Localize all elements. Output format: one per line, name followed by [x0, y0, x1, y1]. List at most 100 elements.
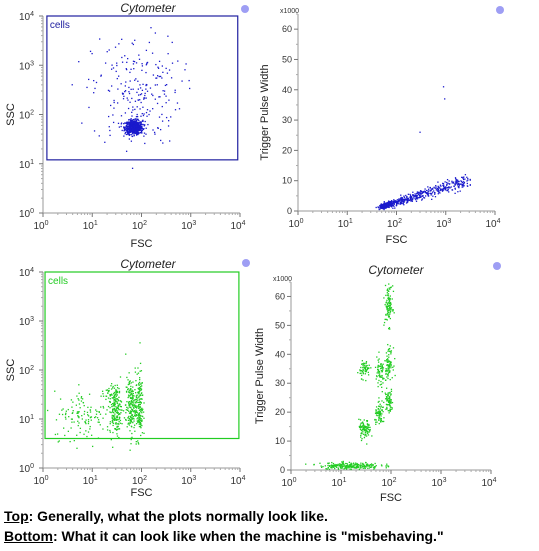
data-point: [126, 131, 129, 133]
data-point: [456, 181, 458, 183]
data-point: [362, 433, 365, 435]
data-point: [388, 404, 390, 406]
data-point: [134, 411, 137, 413]
data-point: [139, 129, 141, 131]
data-point: [378, 365, 380, 367]
data-point: [376, 356, 378, 358]
data-point: [126, 127, 128, 129]
data-point: [392, 285, 394, 287]
data-point: [464, 178, 466, 180]
data-point: [128, 129, 130, 131]
data-point: [137, 130, 139, 132]
data-point: [390, 390, 393, 392]
data-point: [135, 78, 137, 80]
data-point: [378, 351, 380, 353]
data-point: [441, 188, 444, 190]
data-point: [389, 396, 391, 398]
data-point: [385, 379, 387, 381]
data-point: [359, 464, 362, 466]
data-point: [365, 429, 368, 432]
data-point: [116, 384, 118, 386]
data-point: [127, 402, 130, 404]
data-point: [112, 67, 115, 69]
data-point: [138, 132, 140, 134]
data-point: [380, 419, 383, 422]
data-point: [127, 132, 129, 135]
data-point: [456, 179, 459, 181]
data-point: [396, 201, 398, 203]
data-point: [454, 184, 456, 186]
data-points: [71, 27, 191, 169]
data-point: [467, 177, 469, 180]
data-point: [378, 405, 380, 407]
data-point: [128, 395, 130, 398]
data-point: [140, 101, 142, 104]
data-point: [363, 436, 366, 439]
data-point: [410, 199, 412, 201]
data-point: [435, 189, 437, 191]
data-point: [345, 464, 348, 467]
data-point: [420, 196, 422, 199]
data-point: [412, 197, 414, 199]
data-point: [393, 202, 395, 204]
data-point: [152, 94, 154, 97]
data-point: [79, 427, 82, 430]
data-point: [150, 27, 152, 29]
data-point: [407, 198, 409, 200]
data-point: [151, 93, 153, 95]
data-point: [135, 380, 137, 382]
data-point: [130, 127, 132, 129]
data-point: [455, 179, 458, 181]
data-point: [328, 465, 331, 467]
data-point: [351, 463, 353, 465]
data-point: [132, 125, 134, 127]
data-point: [401, 198, 403, 200]
data-point: [388, 371, 390, 373]
data-point: [133, 426, 135, 429]
data-point: [389, 363, 392, 365]
data-point: [139, 406, 142, 408]
data-point: [342, 465, 344, 468]
data-point: [358, 425, 361, 428]
data-point: [54, 390, 56, 392]
data-point: [367, 367, 369, 369]
data-point: [372, 466, 375, 468]
data-point: [100, 75, 102, 77]
data-point: [386, 364, 388, 366]
data-point: [347, 464, 349, 466]
data-point: [131, 389, 133, 391]
data-point: [139, 131, 142, 134]
data-point: [381, 413, 383, 415]
data-point: [351, 466, 354, 468]
data-point: [386, 400, 388, 402]
data-point: [105, 413, 107, 415]
data-point: [128, 404, 130, 407]
data-point: [379, 403, 381, 405]
y-tick-label: 101: [19, 414, 34, 426]
data-point: [113, 417, 116, 419]
data-point: [138, 127, 141, 129]
y-tick-label: 101: [19, 159, 34, 171]
data-point: [99, 413, 102, 415]
data-point: [151, 52, 154, 54]
data-point: [387, 466, 390, 468]
data-point: [129, 129, 131, 131]
data-point: [133, 135, 135, 137]
data-point: [437, 190, 440, 193]
data-point: [115, 416, 118, 418]
data-point: [134, 125, 136, 128]
data-point: [383, 202, 386, 205]
data-point: [126, 122, 128, 125]
data-point: [389, 299, 391, 301]
data-point: [132, 130, 135, 132]
caption-bottom-key: Bottom: [4, 528, 53, 544]
data-point: [111, 414, 113, 417]
data-point: [390, 206, 393, 208]
data-point: [122, 410, 125, 412]
y-tick-label: 50: [282, 54, 292, 64]
data-point: [135, 392, 137, 394]
data-point: [137, 405, 139, 407]
data-point: [320, 465, 322, 467]
data-point: [413, 196, 416, 198]
data-point: [118, 392, 121, 394]
